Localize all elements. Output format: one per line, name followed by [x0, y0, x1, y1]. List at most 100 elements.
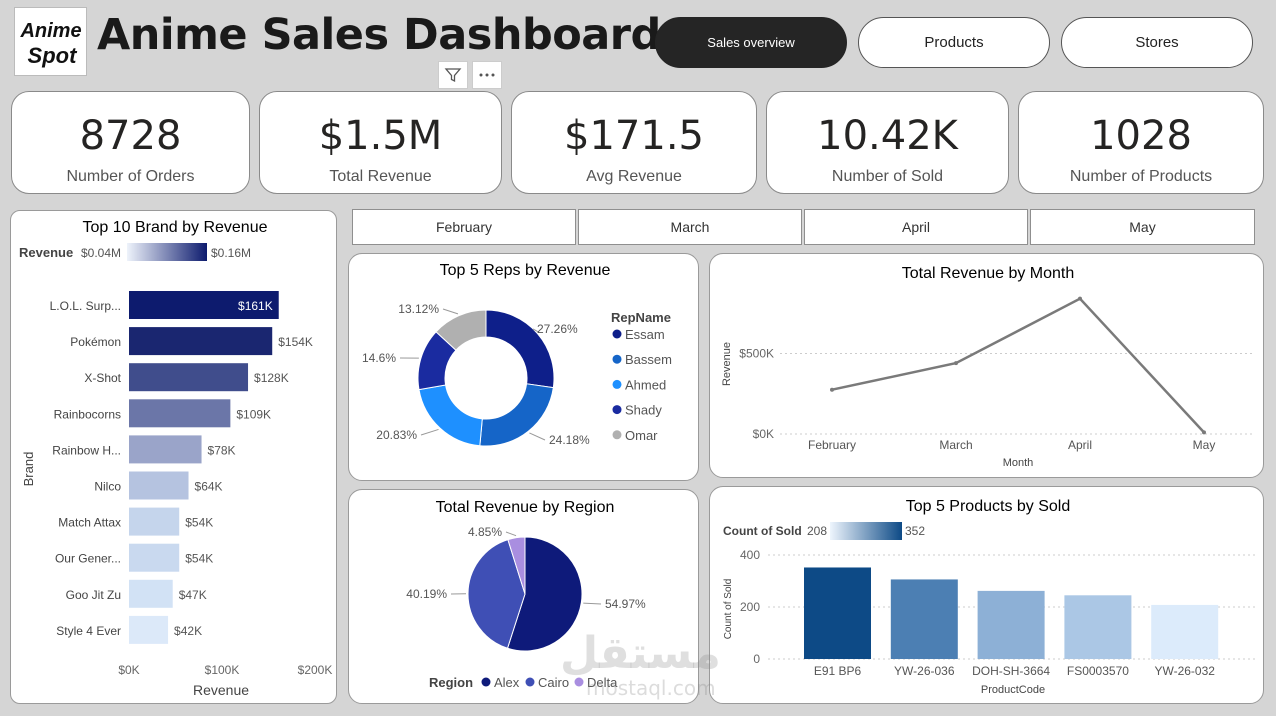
nav-stores-button[interactable]: Stores: [1061, 17, 1253, 68]
y-axis-label: Revenue: [721, 342, 733, 386]
kpi-card-orders: 8728 Number of Orders: [11, 91, 250, 194]
product-bar[interactable]: [804, 567, 871, 659]
kpi-value: 1028: [1090, 113, 1192, 159]
product-bar[interactable]: [977, 590, 1045, 659]
data-label: $161K: [238, 299, 273, 313]
filter-icon: [444, 68, 462, 83]
revenue-line[interactable]: [831, 297, 1205, 434]
legend-min: 208: [807, 524, 827, 538]
legend-marker: [612, 379, 622, 389]
kpi-value: 8728: [79, 113, 182, 159]
x-tick-label: $100K: [205, 663, 240, 677]
x-tick-label: February: [808, 438, 856, 452]
data-label: $54K: [185, 516, 213, 530]
logo-text-top: Anime: [19, 20, 81, 42]
brand-bar[interactable]: [129, 363, 249, 392]
kpi-value: $171.5: [564, 113, 704, 159]
legend-item[interactable]: Bassem: [625, 352, 672, 367]
kpi-card-revenue: $1.5M Total Revenue: [259, 91, 502, 194]
brand-bar[interactable]: [129, 327, 273, 356]
legend-min: $0.04M: [81, 246, 121, 260]
page-title: Anime Sales Dashboard: [97, 10, 661, 60]
brand-bar[interactable]: [129, 579, 173, 608]
label-leader: [505, 531, 517, 537]
product-bar[interactable]: [1151, 604, 1219, 659]
month-slicer-may[interactable]: May: [1030, 209, 1255, 245]
kpi-label: Number of Sold: [831, 168, 944, 185]
line-point[interactable]: [1078, 296, 1082, 301]
brand-bar[interactable]: [129, 399, 231, 428]
line-point[interactable]: [830, 387, 834, 392]
pie-slice[interactable]: [506, 536, 583, 652]
brand-bar[interactable]: [129, 291, 279, 319]
product-bar[interactable]: [1064, 595, 1132, 659]
line-point[interactable]: [1202, 430, 1206, 435]
line-point[interactable]: [954, 361, 958, 366]
brand-bar[interactable]: [129, 507, 180, 536]
y-tick-label: Goo Jit Zu: [66, 588, 121, 602]
brand-bar[interactable]: [129, 471, 189, 500]
more-options-button[interactable]: [472, 61, 502, 89]
pie-slice[interactable]: [467, 538, 526, 649]
legend-item[interactable]: Cairo: [538, 675, 569, 690]
logo-graphic: Anime Spot: [19, 20, 81, 68]
donut-slice[interactable]: [479, 383, 554, 447]
legend-item[interactable]: Ahmed: [625, 377, 666, 392]
data-label: 54.97%: [605, 597, 646, 611]
month-revenue-chart: Total Revenue by Month Revenue Month $0K…: [721, 265, 1255, 469]
x-tick-label: $0K: [118, 663, 139, 677]
month-revenue-visual: Total Revenue by Month Revenue Month $0K…: [709, 253, 1264, 478]
donut-slice[interactable]: [418, 384, 483, 447]
legend-max: $0.16M: [211, 246, 251, 260]
filter-button[interactable]: [438, 61, 468, 89]
y-tick-label: Our Gener...: [55, 552, 121, 566]
region-revenue-chart: Total Revenue by Region Region 54.97% 40.…: [406, 499, 646, 690]
data-label: 4.85%: [468, 525, 502, 539]
pie-slice[interactable]: [507, 536, 526, 595]
data-label: 20.83%: [376, 428, 417, 442]
y-tick-label: Rainbocorns: [54, 407, 121, 421]
legend-gradient: [127, 243, 207, 261]
data-label: $154K: [278, 335, 313, 349]
label-leader: [420, 428, 439, 436]
brand-bar[interactable]: [129, 543, 180, 572]
kpi-card-sold: 10.42K Number of Sold: [766, 91, 1009, 194]
brand-bar[interactable]: [129, 435, 202, 464]
x-tick-label: May: [1193, 438, 1216, 452]
x-tick-label: DOH-SH-3664: [972, 664, 1050, 678]
nav-products-button[interactable]: Products: [858, 17, 1050, 68]
kpi-label: Avg Revenue: [586, 168, 682, 185]
logo-text-bottom: Spot: [27, 43, 78, 68]
legend-marker: [574, 677, 584, 687]
chart-title: Top 5 Reps by Revenue: [440, 262, 611, 279]
kpi-label: Number of Products: [1069, 168, 1213, 185]
month-slicer-february[interactable]: February: [352, 209, 576, 245]
legend-item[interactable]: Delta: [587, 675, 618, 690]
product-bar[interactable]: [890, 579, 958, 659]
data-label: $47K: [179, 588, 207, 602]
brand-bar[interactable]: [129, 615, 169, 644]
legend-marker: [612, 329, 622, 339]
legend-item[interactable]: Shady: [625, 403, 662, 418]
legend-item[interactable]: Alex: [494, 675, 520, 690]
data-label: $42K: [174, 624, 202, 638]
month-slicer-april[interactable]: April: [804, 209, 1028, 245]
data-label: $64K: [195, 480, 223, 494]
y-tick-label: L.O.L. Surp...: [50, 299, 121, 313]
legend-title: Revenue: [19, 245, 73, 260]
chart-title: Top 5 Products by Sold: [906, 498, 1071, 515]
products-sold-visual: Top 5 Products by Sold Count of Sold 208…: [709, 486, 1264, 704]
y-tick-label: $500K: [739, 346, 774, 360]
x-axis-label: ProductCode: [981, 684, 1045, 696]
nav-sales-overview-button[interactable]: Sales overview: [655, 17, 847, 68]
y-tick-label: 400: [740, 548, 760, 562]
x-tick-label: E91 BP6: [814, 664, 862, 678]
x-tick-label: FS0003570: [1067, 664, 1129, 678]
legend-item[interactable]: Omar: [625, 428, 658, 443]
donut-slice[interactable]: [435, 309, 487, 351]
data-label: $109K: [236, 407, 271, 421]
legend-item[interactable]: Essam: [625, 327, 665, 342]
month-slicer-march[interactable]: March: [578, 209, 802, 245]
kpi-card-avg-revenue: $171.5 Avg Revenue: [511, 91, 757, 194]
reps-revenue-chart: Top 5 Reps by Revenue RepName 27.26% 24.1…: [362, 262, 672, 447]
